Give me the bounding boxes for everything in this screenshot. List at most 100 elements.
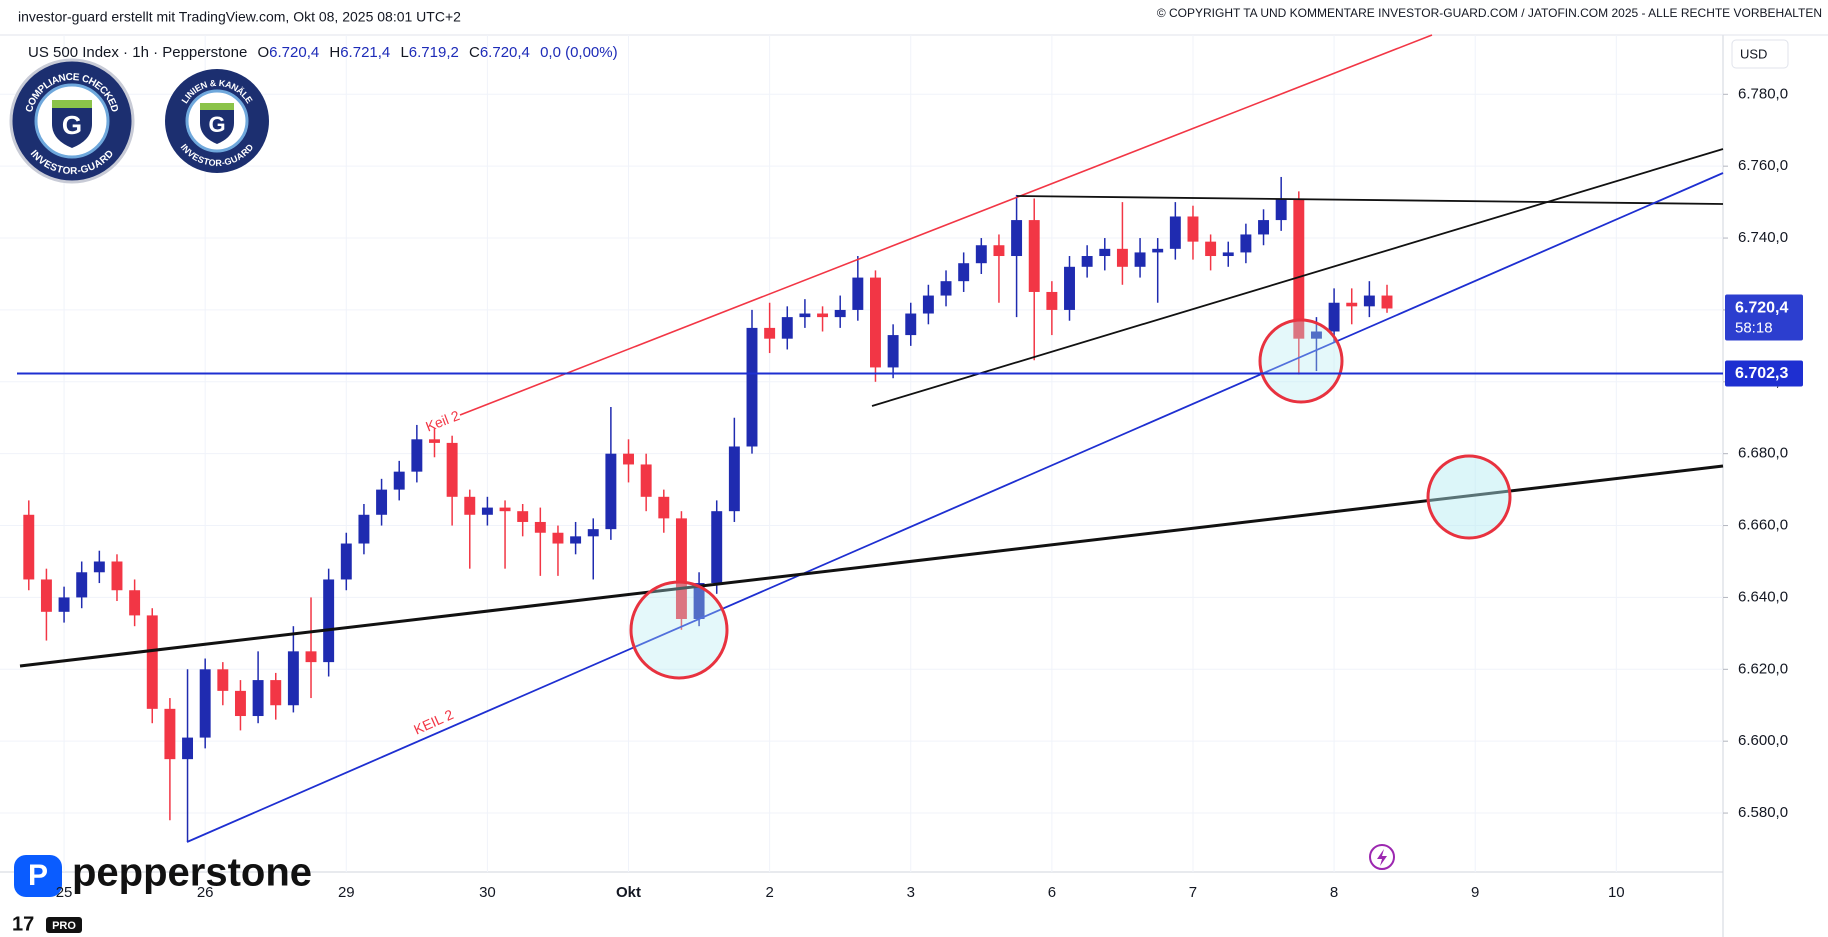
legend-value: 6.720,4: [480, 44, 530, 61]
candle-body: [534, 521, 546, 533]
last-price-label: 6.720,4: [1735, 300, 1788, 317]
candle-body: [905, 313, 917, 336]
candle-body: [164, 708, 176, 760]
x-tick-label: 29: [338, 884, 355, 901]
candle-body: [817, 313, 829, 318]
candle-body: [1240, 234, 1252, 253]
candle-body: [40, 579, 52, 612]
tv-logo: 17 PRO: [12, 913, 82, 935]
broker-name: pepperstone: [72, 851, 312, 895]
candle-body: [605, 453, 617, 530]
candle-body: [693, 583, 705, 619]
candle-body: [234, 690, 246, 717]
y-tick-label: 6.680,0: [1738, 445, 1788, 462]
candle-body: [1310, 331, 1322, 339]
legend-key: C: [469, 44, 480, 61]
candle-body: [1046, 291, 1058, 310]
last-price-box: [1725, 294, 1803, 341]
candle-body: [1081, 256, 1093, 267]
candle-body: [1205, 241, 1217, 257]
candle-body: [93, 561, 105, 573]
candle-body: [870, 277, 881, 368]
symbol: US 500 Index · 1h · Pepperstone: [28, 44, 247, 61]
candle-body: [23, 514, 35, 580]
candle-body: [746, 327, 758, 447]
candle-body: [1028, 220, 1040, 292]
x-tick-label: 30: [479, 884, 496, 901]
candle-body: [570, 536, 582, 544]
y-tick-label: 6.740,0: [1738, 229, 1788, 246]
legend-key: O: [257, 44, 269, 61]
candle-body: [499, 507, 511, 512]
candle-body: [640, 464, 652, 497]
candle-body: [552, 532, 564, 544]
trend-line: [19, 464, 1724, 668]
y-tick-label: 6.620,0: [1738, 660, 1788, 677]
candle-body: [146, 615, 158, 709]
candle-body: [1187, 216, 1199, 242]
watermark: investor-guard erstellt mit TradingView.…: [18, 9, 461, 25]
candle-body: [182, 737, 194, 760]
candle-body: [58, 597, 70, 612]
x-tick-label: 6: [1048, 884, 1056, 901]
trend-line: [871, 148, 1724, 407]
candle-body: [1134, 252, 1146, 267]
svg-text:17: 17: [12, 913, 34, 935]
candle-body: [270, 680, 282, 706]
candle-body: [852, 277, 864, 310]
candle-body: [975, 245, 987, 264]
highlight-circle: [1258, 318, 1344, 404]
alert-icon[interactable]: [1369, 844, 1395, 870]
y-tick-label: 6.660,0: [1738, 517, 1788, 534]
candle-body: [481, 507, 493, 515]
legend-value: 6.721,4: [340, 44, 390, 61]
candle-body: [1381, 295, 1393, 309]
candle-body: [1011, 220, 1023, 257]
x-tick-label: 9: [1471, 884, 1479, 901]
candle-body: [1363, 295, 1375, 307]
x-tick-label: 2: [765, 884, 773, 901]
candle-body: [199, 669, 211, 738]
candle-body: [76, 572, 88, 598]
x-tick-label: 7: [1189, 884, 1197, 901]
candle-body: [1293, 198, 1305, 339]
y-tick-label: 6.580,0: [1738, 804, 1788, 821]
x-tick-label: 25: [56, 884, 73, 901]
trend-line: [1016, 195, 1724, 205]
candle-body: [711, 511, 723, 584]
highlight-circle: [629, 580, 729, 680]
candle-body: [993, 245, 1005, 257]
candle-body: [287, 651, 299, 706]
candle-body: [834, 309, 846, 318]
svg-text:G: G: [62, 110, 82, 140]
candle-body: [129, 590, 141, 616]
candle-body: [340, 543, 352, 580]
candle-body: [1099, 248, 1111, 257]
candle-body: [1275, 198, 1287, 221]
candle-body: [323, 579, 335, 663]
svg-text:G: G: [208, 112, 225, 137]
badge: G COMPLIANCE CHECKED INVESTOR-GUARD: [9, 58, 135, 184]
legend-key: H: [329, 44, 340, 61]
candle-body: [1258, 220, 1270, 235]
x-tick-label: 26: [197, 884, 214, 901]
candle-body: [446, 442, 458, 497]
trend-line: [186, 172, 1724, 843]
candle-body: [658, 496, 670, 519]
candle-body: [1116, 248, 1128, 267]
legend-value: 6.720,4: [269, 44, 319, 61]
currency-box[interactable]: [1731, 39, 1789, 69]
broker-logo: P pepperstone: [14, 851, 312, 897]
candle-body: [305, 651, 317, 663]
y-tick-label: 6.760,0: [1738, 157, 1788, 174]
candle-body: [1169, 216, 1181, 249]
candle-body: [411, 439, 423, 472]
candle-body: [958, 263, 970, 282]
price-label-box: [1725, 360, 1803, 387]
svg-text:P: P: [28, 859, 48, 892]
candle-body: [1222, 252, 1234, 257]
badge: G LINIEN & KANÄLE INVESTOR-GUARD: [165, 69, 269, 173]
candle-body: [623, 453, 634, 465]
x-tick-label: Okt: [616, 884, 641, 901]
price-label: 6.702,3: [1735, 365, 1788, 382]
